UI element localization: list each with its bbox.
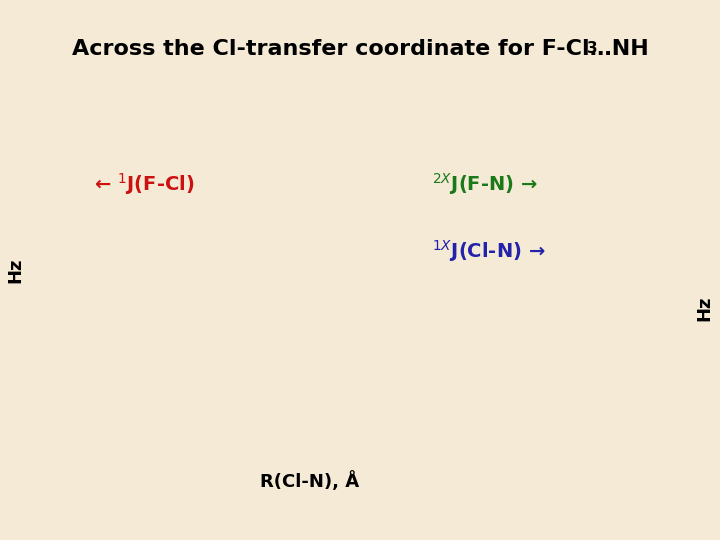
Text: Across the Cl-transfer coordinate for F-Cl…NH: Across the Cl-transfer coordinate for F-… — [71, 38, 649, 59]
Text: R(Cl-N), Å: R(Cl-N), Å — [260, 470, 359, 491]
Text: ← $^{1}$J(F-Cl): ← $^{1}$J(F-Cl) — [94, 171, 194, 197]
Text: $^{1X}$J(Cl-N) →: $^{1X}$J(Cl-N) → — [432, 238, 546, 264]
Text: Hz: Hz — [696, 295, 713, 321]
Text: Hz: Hz — [7, 257, 24, 283]
Text: 3: 3 — [587, 40, 598, 56]
Text: $^{2X}$J(F-N) →: $^{2X}$J(F-N) → — [432, 171, 538, 197]
